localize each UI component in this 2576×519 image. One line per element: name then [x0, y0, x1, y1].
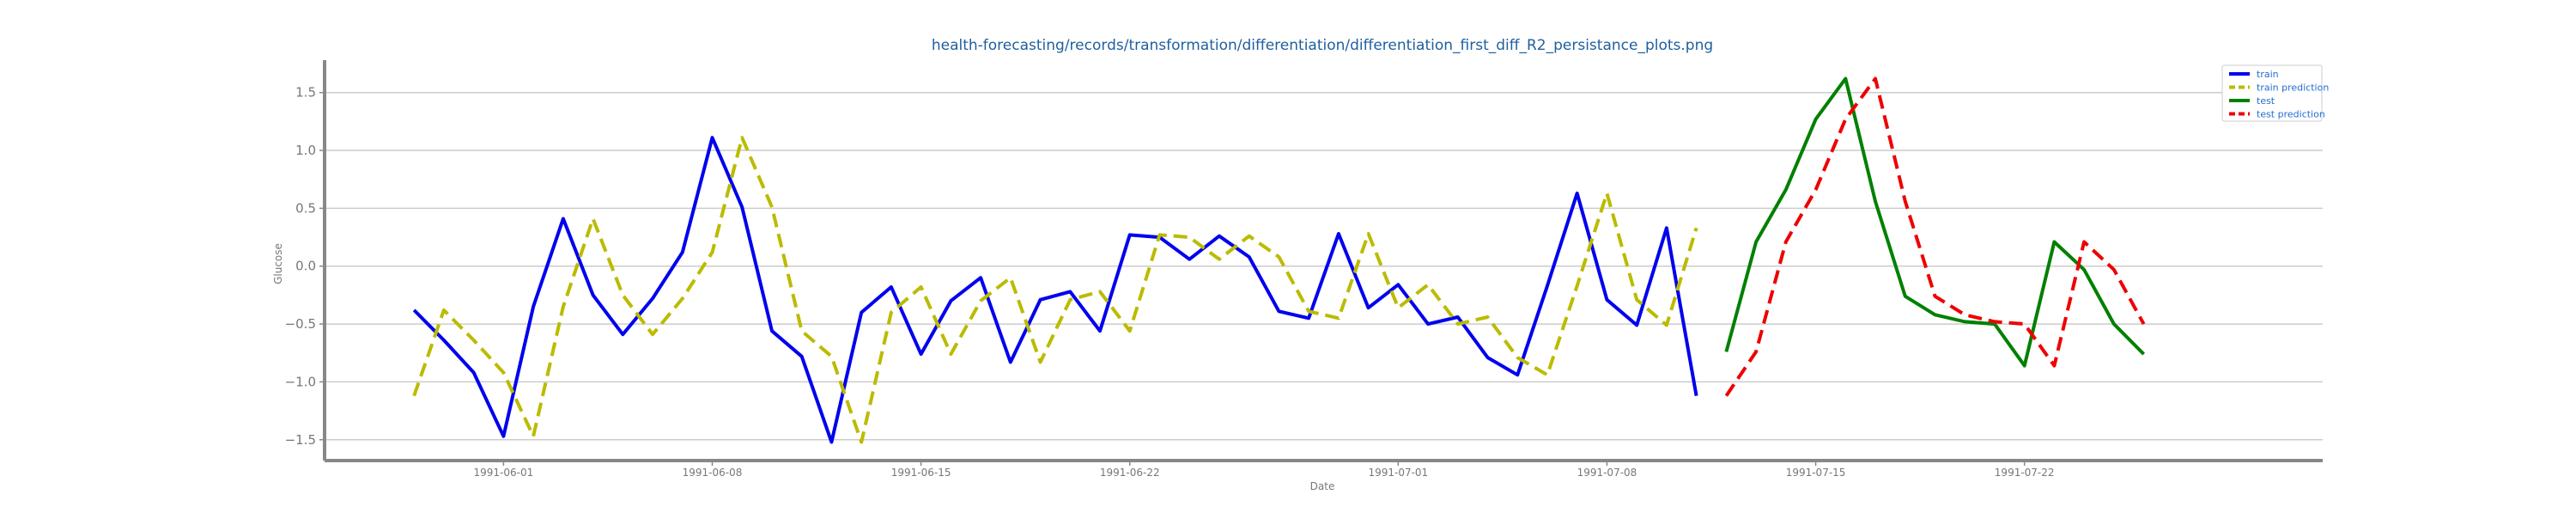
y-tick-label: −1.0 — [285, 374, 316, 389]
x-tick-label: 1991-06-15 — [891, 467, 951, 479]
legend-label: test — [2257, 95, 2275, 107]
series-train-prediction — [412, 136, 1698, 444]
y-tick-label: 1.0 — [295, 143, 316, 158]
axes-layer — [323, 60, 2323, 462]
x-tick-label: 1991-06-01 — [474, 467, 534, 479]
x-tick-label: 1991-07-01 — [1368, 467, 1428, 479]
series-line-test — [1724, 76, 2146, 368]
series-line-test-prediction — [1724, 76, 2146, 397]
y-tick-label: 1.5 — [295, 85, 316, 101]
series-layer — [412, 76, 2146, 444]
series-line-train-prediction — [412, 136, 1698, 444]
series-test-prediction — [1724, 76, 2146, 397]
series-test — [1724, 76, 2146, 368]
y-tick-label: 0.5 — [295, 200, 316, 216]
x-tick-label: 1991-07-15 — [1786, 467, 1846, 479]
x-tick-label: 1991-06-22 — [1100, 467, 1160, 479]
series-train — [412, 136, 1698, 444]
x-tick-label: 1991-07-08 — [1577, 467, 1637, 479]
ticks-layer: −1.5 −1.0 −0.5 0.0 0.5 1.0 1.5 1991-06-01 1991-0… — [285, 85, 2055, 479]
series-line-train — [412, 136, 1698, 444]
legend-label: train — [2257, 69, 2279, 80]
legend-label: train prediction — [2257, 82, 2329, 94]
y-tick-label: −1.5 — [285, 432, 316, 448]
chart-title: health-forecasting/records/transformatio… — [932, 37, 1713, 54]
y-tick-label: −0.5 — [285, 316, 316, 332]
y-tick-label: 0.0 — [295, 259, 316, 274]
x-axis-label: Date — [1310, 480, 1335, 492]
legend-box — [2221, 64, 2323, 122]
x-tick-label: 1991-07-22 — [1995, 467, 2055, 479]
legend-label: test prediction — [2257, 109, 2325, 120]
y-axis-label: Glucose — [272, 243, 284, 284]
x-tick-label: 1991-06-08 — [683, 467, 743, 479]
grid-layer — [325, 91, 2323, 441]
